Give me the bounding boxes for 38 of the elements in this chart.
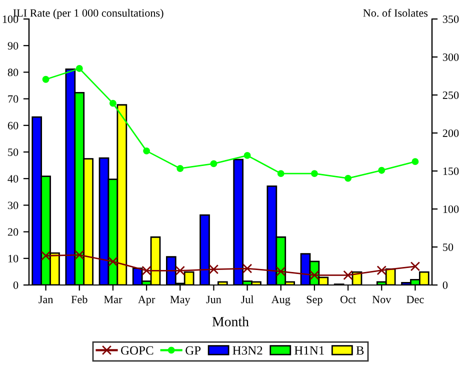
x-tick-label: Mar bbox=[104, 296, 122, 304]
y-tick-label: 60 bbox=[8, 122, 18, 130]
y2-tick-label: 200 bbox=[442, 129, 459, 137]
x-tick-label: Nov bbox=[372, 296, 392, 304]
y-tick-label: 40 bbox=[8, 175, 18, 183]
y2-tick-label: 300 bbox=[442, 53, 459, 61]
legend-label: H1N1 bbox=[294, 346, 324, 355]
x-tick-label: Jun bbox=[206, 296, 222, 304]
x-tick-label: Jul bbox=[241, 295, 254, 304]
y-tick-label: 20 bbox=[8, 228, 18, 236]
y-tick-label: 50 bbox=[8, 148, 18, 156]
y-tick-label: 70 bbox=[8, 95, 18, 103]
x-tick-label: Jan bbox=[38, 296, 54, 304]
y2-tick-label: 100 bbox=[443, 205, 459, 213]
y-tick-label: 0 bbox=[13, 281, 18, 289]
y2-axis-title: No. of Isolates bbox=[363, 8, 428, 17]
y-tick-label: 90 bbox=[8, 42, 18, 50]
y-tick-label: 80 bbox=[8, 68, 18, 76]
x-tick-label: Feb bbox=[71, 295, 88, 304]
x-axis-title: Month bbox=[212, 316, 249, 326]
x-tick-label: Oct bbox=[340, 296, 356, 304]
y2-tick-label: 50 bbox=[443, 243, 454, 251]
legend-label: GP bbox=[186, 346, 201, 355]
x-tick-label: Sep bbox=[306, 296, 322, 306]
x-tick-label: Aug bbox=[271, 296, 290, 306]
y-tick-label: 30 bbox=[8, 202, 18, 210]
legend-label: H3N2 bbox=[232, 346, 262, 355]
y2-tick-label: 150 bbox=[443, 167, 459, 175]
y2-tick-label: 350 bbox=[442, 15, 459, 23]
x-tick-label: Apr bbox=[138, 296, 156, 306]
y-tick-label: 100 bbox=[2, 15, 18, 23]
legend-label: GOPC bbox=[121, 346, 154, 355]
x-tick-label: Dec bbox=[406, 296, 424, 304]
y2-tick-label: 250 bbox=[442, 91, 459, 99]
y-tick-label: 10 bbox=[8, 254, 18, 262]
x-tick-label: May bbox=[170, 296, 190, 306]
y2-tick-label: 0 bbox=[442, 281, 448, 289]
legend-label: B bbox=[356, 346, 364, 355]
